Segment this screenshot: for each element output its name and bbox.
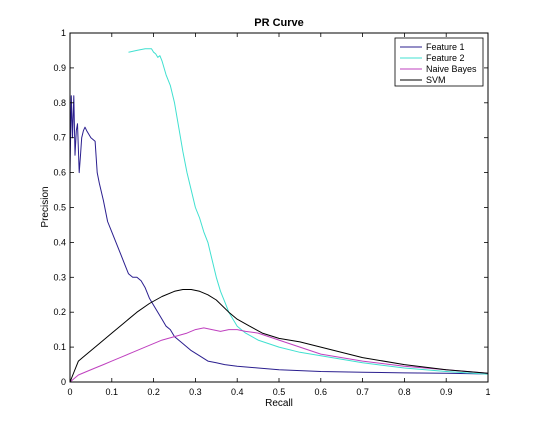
- x-tick-label: 0.4: [231, 387, 244, 397]
- x-tick-label: 0.7: [356, 387, 369, 397]
- legend-box: [394, 37, 484, 87]
- y-tick-label: 0.8: [53, 98, 66, 108]
- x-tick-label: 0.9: [440, 387, 453, 397]
- y-tick-label: 0.3: [53, 272, 66, 282]
- x-tick-label: 0.5: [273, 387, 286, 397]
- legend-label: SVM: [426, 75, 446, 85]
- ticks-layer: 0 0.1 0.2 0.3 0.4 0.5 0.6 0.7 0.8 0.9 1 0 0.1 0.2 0.3 0…: [53, 28, 490, 397]
- y-tick-label: 0.4: [53, 237, 66, 247]
- y-axis-title: Precision: [40, 186, 51, 227]
- x-tick-label: 0.3: [189, 387, 202, 397]
- y-tick-label: 0.6: [53, 168, 66, 178]
- x-tick-label: 0: [67, 387, 72, 397]
- chart-title: PR Curve: [254, 17, 304, 29]
- x-axis-title: Recall: [265, 398, 293, 409]
- series-layer: [69, 48, 489, 383]
- series-line-naive-bayes: [69, 327, 489, 383]
- legend-label: Naive Bayes: [426, 64, 477, 74]
- x-tick-label: 1: [485, 387, 490, 397]
- y-tick-label: 1: [61, 28, 66, 38]
- y-tick-label: 0.5: [53, 203, 66, 213]
- y-tick-label: 0.1: [53, 342, 66, 352]
- x-tick-label: 0.8: [398, 387, 411, 397]
- y-tick-label: 0.7: [53, 133, 66, 143]
- x-tick-label: 0.2: [147, 387, 160, 397]
- series-line-feature-2: [128, 48, 489, 375]
- legend-label: Feature 1: [426, 42, 465, 52]
- x-tick-label: 0.1: [106, 387, 119, 397]
- series-line-feature-1: [69, 95, 489, 375]
- series-line-svm: [69, 289, 489, 383]
- legend-label: Feature 2: [426, 53, 465, 63]
- y-tick-label: 0.9: [53, 63, 66, 73]
- x-tick-label: 0.6: [315, 387, 328, 397]
- y-tick-label: 0.2: [53, 307, 66, 317]
- y-tick-label: 0: [61, 377, 66, 387]
